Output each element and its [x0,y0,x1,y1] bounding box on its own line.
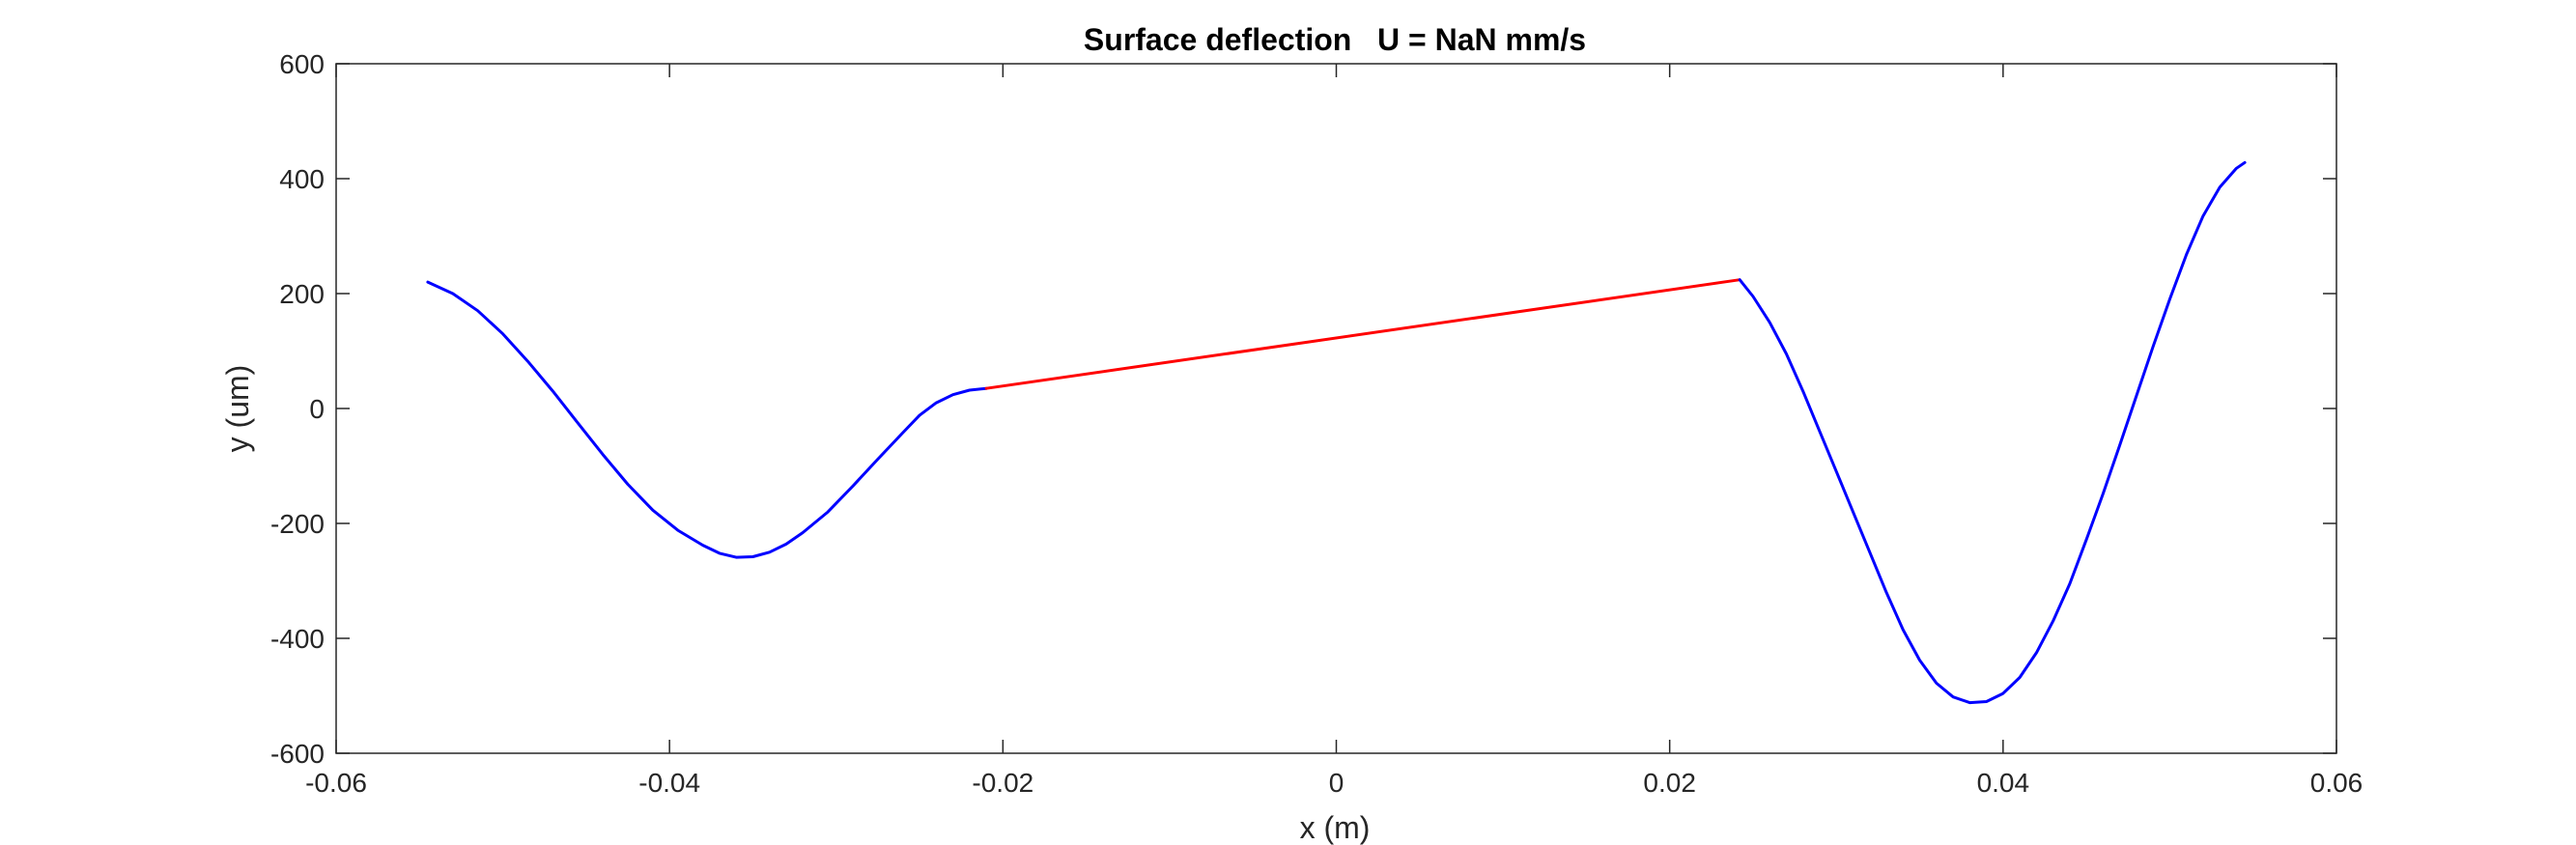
plot-area [335,63,2337,754]
tick-marks [335,63,2337,754]
x-axis-label: x (m) [1300,810,1371,845]
series-line [984,278,1741,390]
y-tick-label: -600 [270,739,325,769]
y-tick-label: -200 [270,509,325,539]
x-tick-label: -0.04 [638,768,700,798]
tick-labels: -0.06 -0.04 -0.02 0 0.02 0.04 0.06 600 400 200 0 -2… [270,49,2363,798]
y-tick-label: 400 [279,164,325,194]
y-tick-label: -400 [270,624,325,654]
x-tick-label: -0.06 [305,768,367,798]
chart-title: Surface deflection U = NaN mm/s [1084,22,1586,57]
x-tick-label: 0.06 [2310,768,2364,798]
x-tick-label: 0.02 [1643,768,1696,798]
y-axis-label: y (um) [220,365,255,453]
y-tick-label: 200 [279,279,325,309]
x-tick-label: 0 [1329,768,1345,798]
x-tick-label: 0.04 [1977,768,2030,798]
series-line [1738,160,2247,705]
y-tick-label: 0 [309,394,325,424]
y-tick-label: 600 [279,49,325,79]
series-group [426,160,2247,705]
x-tick-label: -0.02 [972,768,1033,798]
series-line [426,280,988,559]
